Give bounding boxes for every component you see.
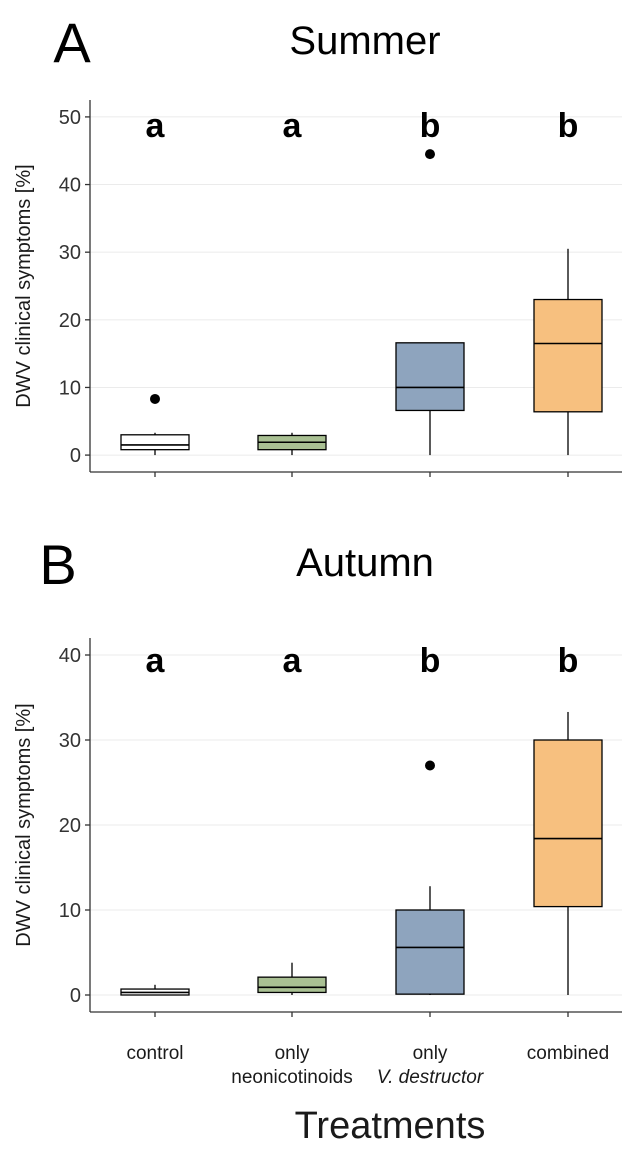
y-tick-label: 20: [59, 310, 81, 332]
box-iqr: [257, 976, 327, 994]
box-4: b: [533, 642, 603, 995]
panel-label: B: [39, 533, 76, 596]
box-iqr: [533, 298, 603, 413]
box-2: a: [257, 107, 327, 456]
panel-autumn: B Autumn 0 10 20 30 40 DWV clinical symptoms [%…: [13, 533, 622, 1088]
box-iqr: [395, 342, 465, 412]
y-tick-label: 30: [59, 242, 81, 264]
box-1: a: [120, 107, 190, 456]
x-tick-label: combined: [527, 1043, 609, 1064]
x-tick-label-line: neonicotinoids: [231, 1067, 352, 1088]
outlier-point: [425, 149, 435, 160]
significance-letter: b: [420, 107, 441, 145]
y-axis-label: DWV clinical symptoms [%]: [13, 164, 35, 407]
box-3: b: [395, 642, 465, 995]
box-iqr: [395, 909, 465, 995]
y-tick-label: 0: [70, 445, 81, 467]
y-tick-label: 30: [59, 730, 81, 752]
x-tick-label-line: only: [413, 1043, 448, 1064]
outlier-point: [425, 760, 435, 771]
box-2: a: [257, 642, 327, 995]
box-4: b: [533, 107, 603, 456]
panel-label: A: [53, 11, 91, 74]
y-tick-label: 50: [59, 107, 81, 129]
box-3: b: [395, 107, 465, 456]
significance-letter: b: [558, 107, 579, 145]
significance-letter: a: [283, 642, 303, 680]
significance-letter: a: [146, 642, 166, 680]
x-tick-label: only V. destructor: [377, 1043, 484, 1088]
significance-letter: a: [283, 107, 303, 145]
y-axis-label: DWV clinical symptoms [%]: [13, 703, 35, 946]
x-tick-label-line: combined: [527, 1043, 609, 1064]
panel-title: Summer: [289, 19, 440, 63]
y-tick-label: 10: [59, 377, 81, 399]
significance-letter: a: [146, 107, 166, 145]
panel-title: Autumn: [296, 541, 434, 585]
box-iqr: [533, 739, 603, 908]
x-tick-label-line: V. destructor: [377, 1067, 484, 1088]
x-tick-label: control: [126, 1043, 183, 1064]
x-axis-title: Treatments: [295, 1105, 486, 1147]
box-1: a: [120, 642, 190, 996]
x-tick-label: only neonicotinoids: [231, 1043, 352, 1088]
y-tick-label: 10: [59, 900, 81, 922]
y-tick-label: 20: [59, 815, 81, 837]
outlier-point: [150, 393, 160, 404]
panel-summer: A Summer 0 10 20 30 40 50 DWV clinical symptoms …: [13, 11, 622, 477]
x-tick-label-line: only: [275, 1043, 310, 1064]
y-tick-label: 0: [70, 985, 81, 1007]
significance-letter: b: [420, 642, 441, 680]
y-tick-label: 40: [59, 175, 81, 197]
y-tick-label: 40: [59, 645, 81, 667]
significance-letter: b: [558, 642, 579, 680]
x-tick-label-line: control: [126, 1043, 183, 1064]
box-iqr: [120, 434, 190, 451]
